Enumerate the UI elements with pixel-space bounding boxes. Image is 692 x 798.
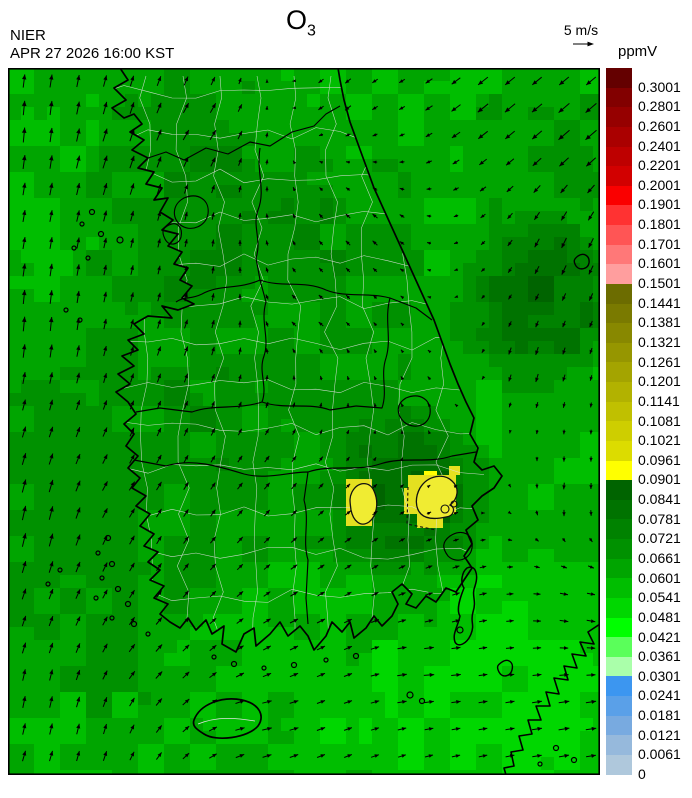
colorbar-swatch [606, 185, 632, 206]
colorbar-label: 0.1441 [638, 294, 681, 311]
colorbar-swatch [606, 68, 632, 88]
colorbar-label: 0.1081 [638, 412, 681, 429]
hotspot-contours [349, 475, 458, 531]
colorbar-swatch [606, 362, 632, 382]
colorbar-label: 0.0901 [638, 471, 681, 488]
colorbar-swatch [606, 283, 632, 304]
colorbar-label: 0.1701 [638, 235, 681, 252]
colorbar-swatch [606, 440, 632, 461]
colorbar-label: 0.0721 [638, 530, 681, 547]
colorbar-swatch [606, 499, 632, 520]
colorbar-swatch [606, 87, 632, 108]
wind-arrows [21, 74, 597, 762]
title-species: O [286, 5, 308, 35]
colorbar-label: 0.2001 [638, 176, 681, 193]
colorbar-label: 0.0241 [638, 687, 681, 704]
colorbar-label: 0.0121 [638, 726, 681, 743]
agency-label: NIER [10, 27, 46, 44]
colorbar-swatch [606, 676, 632, 696]
figure-title: O3 [286, 5, 316, 40]
colorbar-label: 0.0961 [638, 451, 681, 468]
colorbar-label: 0.1261 [638, 353, 681, 370]
map-frame [8, 68, 600, 775]
colorbar-label: 0.2401 [638, 137, 681, 154]
colorbar-label: 0.0181 [638, 707, 681, 724]
field-cells [8, 68, 600, 775]
colorbar-swatch [606, 303, 632, 324]
colorbar-label: 0.1501 [638, 275, 681, 292]
title-subscript: 3 [307, 22, 316, 40]
colorbar-swatch [606, 480, 632, 500]
colorbar-label: 0.0781 [638, 510, 681, 527]
colorbar-label: 0.0361 [638, 648, 681, 665]
colorbar-swatch [606, 460, 632, 481]
colorbar-label: 0.0301 [638, 667, 681, 684]
colorbar-label: 0.0841 [638, 491, 681, 508]
colorbar-label: 0.0061 [638, 746, 681, 763]
colorbar-label: 0.2801 [638, 98, 681, 115]
colorbar-label: 0.0541 [638, 589, 681, 606]
colorbar-swatch [606, 401, 632, 422]
colorbar-label: 0 [638, 766, 646, 782]
colorbar-label: 0.1141 [638, 392, 680, 409]
colorbar-swatch [606, 539, 632, 559]
colorbar-label: 0.1901 [638, 196, 681, 213]
colorbar-swatch [606, 323, 632, 343]
colorbar-label: 0.0601 [638, 569, 681, 586]
colorbar-label: 0.1321 [638, 333, 681, 350]
colorbar-swatch [606, 146, 632, 167]
colorbar-swatch [606, 637, 632, 657]
colorbar-swatch [606, 421, 632, 441]
wind-scale-arrow-icon [573, 41, 594, 47]
jeju-ridge-line [197, 718, 256, 725]
colorbar-swatch [606, 205, 632, 225]
colorbar-label: 0.0481 [638, 608, 681, 625]
datetime-label: APR 27 2026 16:00 KST [10, 45, 175, 62]
map-svg [8, 68, 600, 775]
colorbar-swatch [606, 597, 632, 618]
unit-label: ppmV [618, 43, 658, 60]
colorbar-swatch [606, 735, 632, 755]
colorbar-swatch [606, 166, 632, 186]
colorbar-label: 0.3001 [638, 78, 681, 95]
colorbar-swatch [606, 558, 632, 579]
colorbar-label: 0.1381 [638, 314, 681, 331]
colorbar-label: 0.0661 [638, 549, 681, 566]
colorbar-swatch [606, 382, 632, 402]
colorbar-swatch [606, 617, 632, 638]
colorbar-swatch [606, 244, 632, 265]
colorbar-swatch [606, 126, 632, 147]
colorbar-swatch [606, 754, 632, 775]
colorbar-swatch [606, 715, 632, 736]
colorbar-swatch [606, 519, 632, 539]
colorbar: 0.3001 0.2801 0.2601 0.2401 0.2201 0.2001 0.19… [606, 68, 692, 784]
colorbar-label: 0.1201 [638, 373, 681, 390]
colorbar-label: 0.2601 [638, 117, 681, 134]
colorbar-label: 0.0421 [638, 628, 681, 645]
colorbar-swatch [606, 342, 632, 363]
colorbar-label: 0.1021 [638, 432, 681, 449]
colorbar-label: 0.2201 [638, 157, 681, 174]
colorbar-swatch [606, 656, 632, 677]
colorbar-swatch [606, 107, 632, 127]
colorbar-label: 0.1601 [638, 255, 681, 272]
colorbar-label: 0.1801 [638, 216, 681, 233]
colorbar-swatch [606, 225, 632, 245]
colorbar-swatches [606, 68, 632, 775]
colorbar-swatch [606, 264, 632, 284]
colorbar-swatch [606, 578, 632, 598]
colorbar-swatch [606, 696, 632, 716]
wind-scale-label: 5 m/s [563, 22, 599, 38]
